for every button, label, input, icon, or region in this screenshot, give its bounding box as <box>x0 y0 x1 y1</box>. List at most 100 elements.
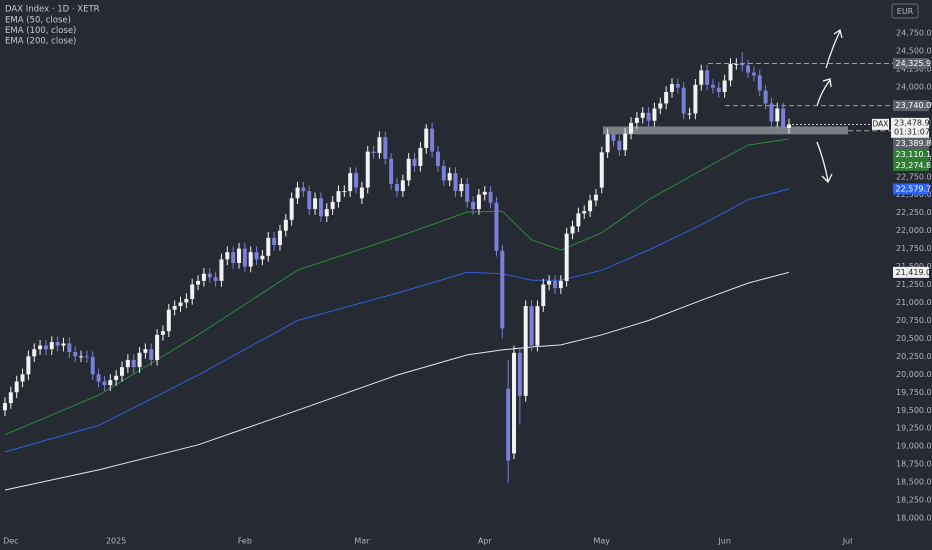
ema-line <box>4 271 790 491</box>
candle-body <box>149 349 154 360</box>
candle-body <box>172 306 177 310</box>
candle-body <box>119 367 124 376</box>
candle-body <box>406 158 411 181</box>
candle-body <box>494 202 499 251</box>
candle-body <box>611 134 616 141</box>
candle-body <box>529 306 534 346</box>
y-tick-label: 18,750.00 <box>896 460 932 469</box>
candle-body <box>49 342 54 350</box>
annotation-arrows <box>816 28 843 184</box>
candle-body <box>377 137 382 154</box>
price-tag-label: 23,389.86 <box>896 139 932 148</box>
y-tick-label: 22,250.00 <box>896 208 932 217</box>
candle-body <box>757 75 762 91</box>
candle-body <box>482 191 487 195</box>
candle-body <box>178 302 183 307</box>
candle-body <box>365 151 370 188</box>
candle-body <box>781 108 786 128</box>
y-tick-label: 18,000.00 <box>896 514 932 523</box>
candle-body <box>693 84 698 114</box>
candle-body <box>166 309 171 332</box>
y-tick-label: 24,750.00 <box>896 29 932 38</box>
countdown: 01:31:07 <box>894 127 930 136</box>
last-price-label: 23,478.98 <box>894 118 932 127</box>
candle-body <box>435 151 440 166</box>
candle-body <box>699 70 704 85</box>
x-tick-label: Apr <box>478 537 493 546</box>
price-tag-label: 23,110.14 <box>896 150 932 159</box>
candle-body <box>201 273 206 281</box>
candle-body <box>190 284 195 299</box>
candle-body <box>517 352 522 396</box>
legend-entry: EMA (200, close) <box>5 37 76 47</box>
price-tag-label: 23,740.09 <box>896 101 932 110</box>
last-price-name: DAX <box>873 119 889 128</box>
arrow <box>825 30 841 69</box>
candle-body <box>254 252 259 260</box>
candle-body <box>675 84 680 88</box>
candle-body <box>687 113 692 115</box>
price-tag <box>893 148 929 160</box>
candle-body <box>231 252 236 263</box>
y-tick-label: 18,500.00 <box>896 478 932 487</box>
x-tick-label: Feb <box>238 537 252 546</box>
y-tick-label: 18,250.00 <box>896 496 932 505</box>
price-tag <box>893 159 929 171</box>
candle-body <box>371 151 376 154</box>
candle-body <box>2 403 7 411</box>
candle-body <box>763 90 768 104</box>
price-tag-label: 24,325.97 <box>896 59 932 68</box>
candle-body <box>418 148 423 166</box>
candle-body <box>330 201 335 210</box>
y-tick-label: 24,500.00 <box>896 47 932 56</box>
price-tag-label: 23,274.85 <box>896 161 932 170</box>
candle-body <box>32 349 37 357</box>
candle-body <box>552 280 557 289</box>
y-tick-label: 19,250.00 <box>896 424 932 433</box>
candle-body <box>79 356 84 358</box>
candle-body <box>207 273 212 278</box>
candle-body <box>617 140 622 151</box>
candle-body <box>55 342 60 346</box>
candle-body <box>541 284 546 307</box>
currency-box[interactable] <box>891 3 919 19</box>
candle-body <box>400 180 405 192</box>
candle-body <box>506 388 511 461</box>
candle-body <box>441 165 446 181</box>
legend-entry: EMA (100, close) <box>5 26 76 36</box>
x-tick-label: Jul <box>842 537 853 546</box>
candle-body <box>535 306 540 346</box>
x-tick-label: 2025 <box>106 537 126 546</box>
candle-body <box>424 128 429 149</box>
candle-body <box>664 91 669 104</box>
candle-body <box>38 345 43 350</box>
y-tick-label: 21,000.00 <box>896 298 932 307</box>
y-tick-label: 19,500.00 <box>896 406 932 415</box>
candle-body <box>710 84 715 88</box>
y-tick-label: 19,000.00 <box>896 442 932 451</box>
candle-body <box>43 345 48 350</box>
currency[interactable]: EUR <box>897 7 914 16</box>
last-price-name-box <box>872 118 889 130</box>
candle-body <box>465 183 470 202</box>
candle-body <box>307 191 312 210</box>
candle-body <box>716 87 721 92</box>
support-zone <box>603 126 848 135</box>
candle-body <box>471 201 476 210</box>
candle-body <box>605 134 610 153</box>
candle-body <box>242 248 247 267</box>
x-tick-label: Mar <box>354 537 370 546</box>
candle-body <box>640 112 645 118</box>
candle-body <box>348 173 353 192</box>
candle-body <box>295 187 300 199</box>
candle-body <box>769 103 774 122</box>
candle-body <box>593 194 598 201</box>
candle-body <box>137 352 142 368</box>
candle-body <box>570 226 575 234</box>
last-price-box <box>891 117 929 138</box>
candle-body <box>734 63 739 65</box>
candle-body <box>705 70 710 85</box>
candle-body <box>277 230 282 246</box>
y-tick-label: 22,000.00 <box>896 226 932 235</box>
